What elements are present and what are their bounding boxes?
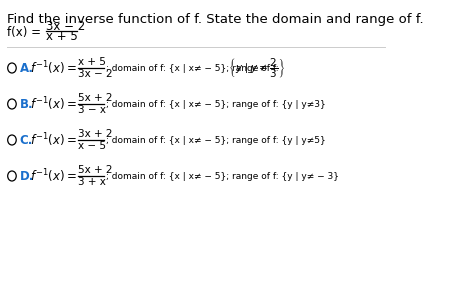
Text: 5x + 2: 5x + 2 bbox=[78, 165, 112, 175]
Text: ; domain of f: {x | x≠ − 5}; range of f: {y | y≠ − 3}: ; domain of f: {x | x≠ − 5}; range of f:… bbox=[106, 172, 339, 181]
Text: D.: D. bbox=[20, 170, 34, 183]
Text: ; domain of f: {x | x≠ − 5}; range of f: {y | y≠3}: ; domain of f: {x | x≠ − 5}; range of f:… bbox=[106, 99, 325, 108]
Text: $f^{-1}(x)=$: $f^{-1}(x)=$ bbox=[30, 167, 77, 185]
Text: 3x + 2: 3x + 2 bbox=[78, 129, 112, 139]
Text: A.: A. bbox=[20, 62, 34, 74]
Text: 3 + x: 3 + x bbox=[78, 177, 106, 187]
Text: $f^{-1}(x)=$: $f^{-1}(x)=$ bbox=[30, 131, 77, 149]
Text: 3x − 2: 3x − 2 bbox=[46, 20, 85, 32]
Text: x − 5: x − 5 bbox=[78, 141, 106, 151]
Text: 3x − 2: 3x − 2 bbox=[78, 69, 112, 79]
Text: x + 5: x + 5 bbox=[78, 57, 106, 67]
Text: $\left\{ y \mid y \neq \dfrac{2}{3} \right\}$: $\left\{ y \mid y \neq \dfrac{2}{3} \rig… bbox=[228, 56, 285, 80]
Text: 3 − x: 3 − x bbox=[78, 105, 106, 115]
Text: x + 5: x + 5 bbox=[46, 30, 78, 43]
Text: Find the inverse function of f. State the domain and range of f.: Find the inverse function of f. State th… bbox=[7, 13, 424, 26]
Text: C.: C. bbox=[20, 133, 33, 147]
Text: $f^{-1}(x)=$: $f^{-1}(x)=$ bbox=[30, 59, 77, 77]
Text: $f^{-1}(x)=$: $f^{-1}(x)=$ bbox=[30, 95, 77, 113]
Text: f(x) =: f(x) = bbox=[7, 26, 41, 39]
Text: ; domain of f: {x | x≠ − 5}; range of f:: ; domain of f: {x | x≠ − 5}; range of f: bbox=[106, 64, 281, 72]
Text: ; domain of f: {x | x≠ − 5}; range of f: {y | y≠5}: ; domain of f: {x | x≠ − 5}; range of f:… bbox=[106, 135, 325, 145]
Text: B.: B. bbox=[20, 97, 33, 110]
Text: 5x + 2: 5x + 2 bbox=[78, 93, 112, 103]
